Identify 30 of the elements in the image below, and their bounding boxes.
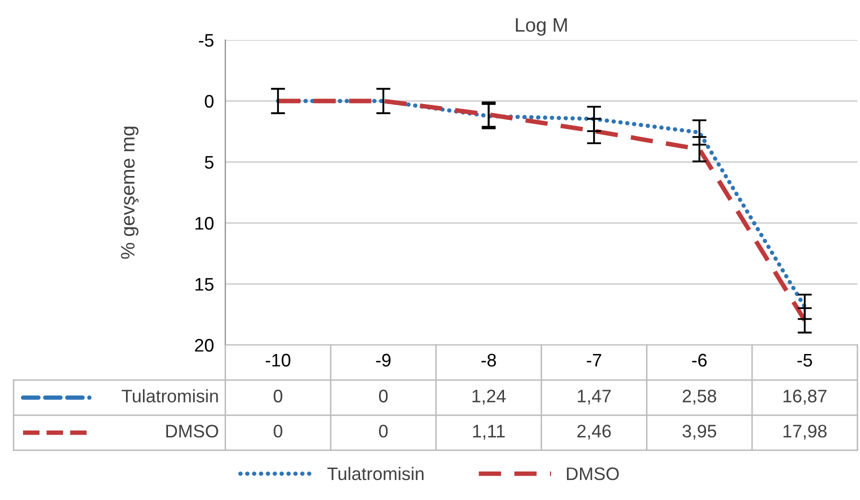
y-axis-title: % gevşeme mg bbox=[120, 126, 139, 259]
data-label: 2,58 bbox=[682, 390, 716, 405]
data-label: 0 bbox=[274, 424, 282, 438]
data-label: 17,98 bbox=[784, 424, 827, 440]
y-tick-label: 5 bbox=[204, 156, 214, 169]
y-tick-label: 20 bbox=[195, 338, 214, 352]
text: DMSO bbox=[166, 424, 218, 438]
data-label: 1,11 bbox=[473, 424, 505, 440]
data-label: 1,47 bbox=[578, 390, 611, 405]
text: Tulatromisin bbox=[327, 466, 424, 480]
legend-label: DMSO bbox=[566, 467, 619, 480]
data-label: 3,95 bbox=[682, 424, 716, 440]
x-tick-label: -5 bbox=[798, 354, 812, 367]
x-tick-label: -10 bbox=[266, 354, 290, 367]
data-label: 16,87 bbox=[784, 390, 826, 405]
y-tick-label: 0 bbox=[204, 94, 214, 108]
legend-label: Tulatromisin bbox=[122, 389, 218, 402]
x-tick-label: -7 bbox=[586, 354, 602, 366]
y-tick-label: 15 bbox=[196, 278, 214, 291]
data-label: 1,24 bbox=[472, 390, 506, 405]
x-tick-label: -8 bbox=[481, 354, 496, 367]
x-tick-label: -9 bbox=[376, 354, 391, 367]
data-label: 0 bbox=[379, 424, 388, 438]
x-tick-label: -6 bbox=[692, 354, 707, 367]
y-tick-label: -5 bbox=[198, 34, 214, 47]
y-tick-label: 10 bbox=[196, 216, 214, 230]
data-label: 0 bbox=[274, 390, 282, 402]
chart-title: Log M bbox=[516, 18, 567, 36]
data-label: 2,46 bbox=[577, 424, 611, 440]
data-label: 0 bbox=[379, 390, 388, 402]
